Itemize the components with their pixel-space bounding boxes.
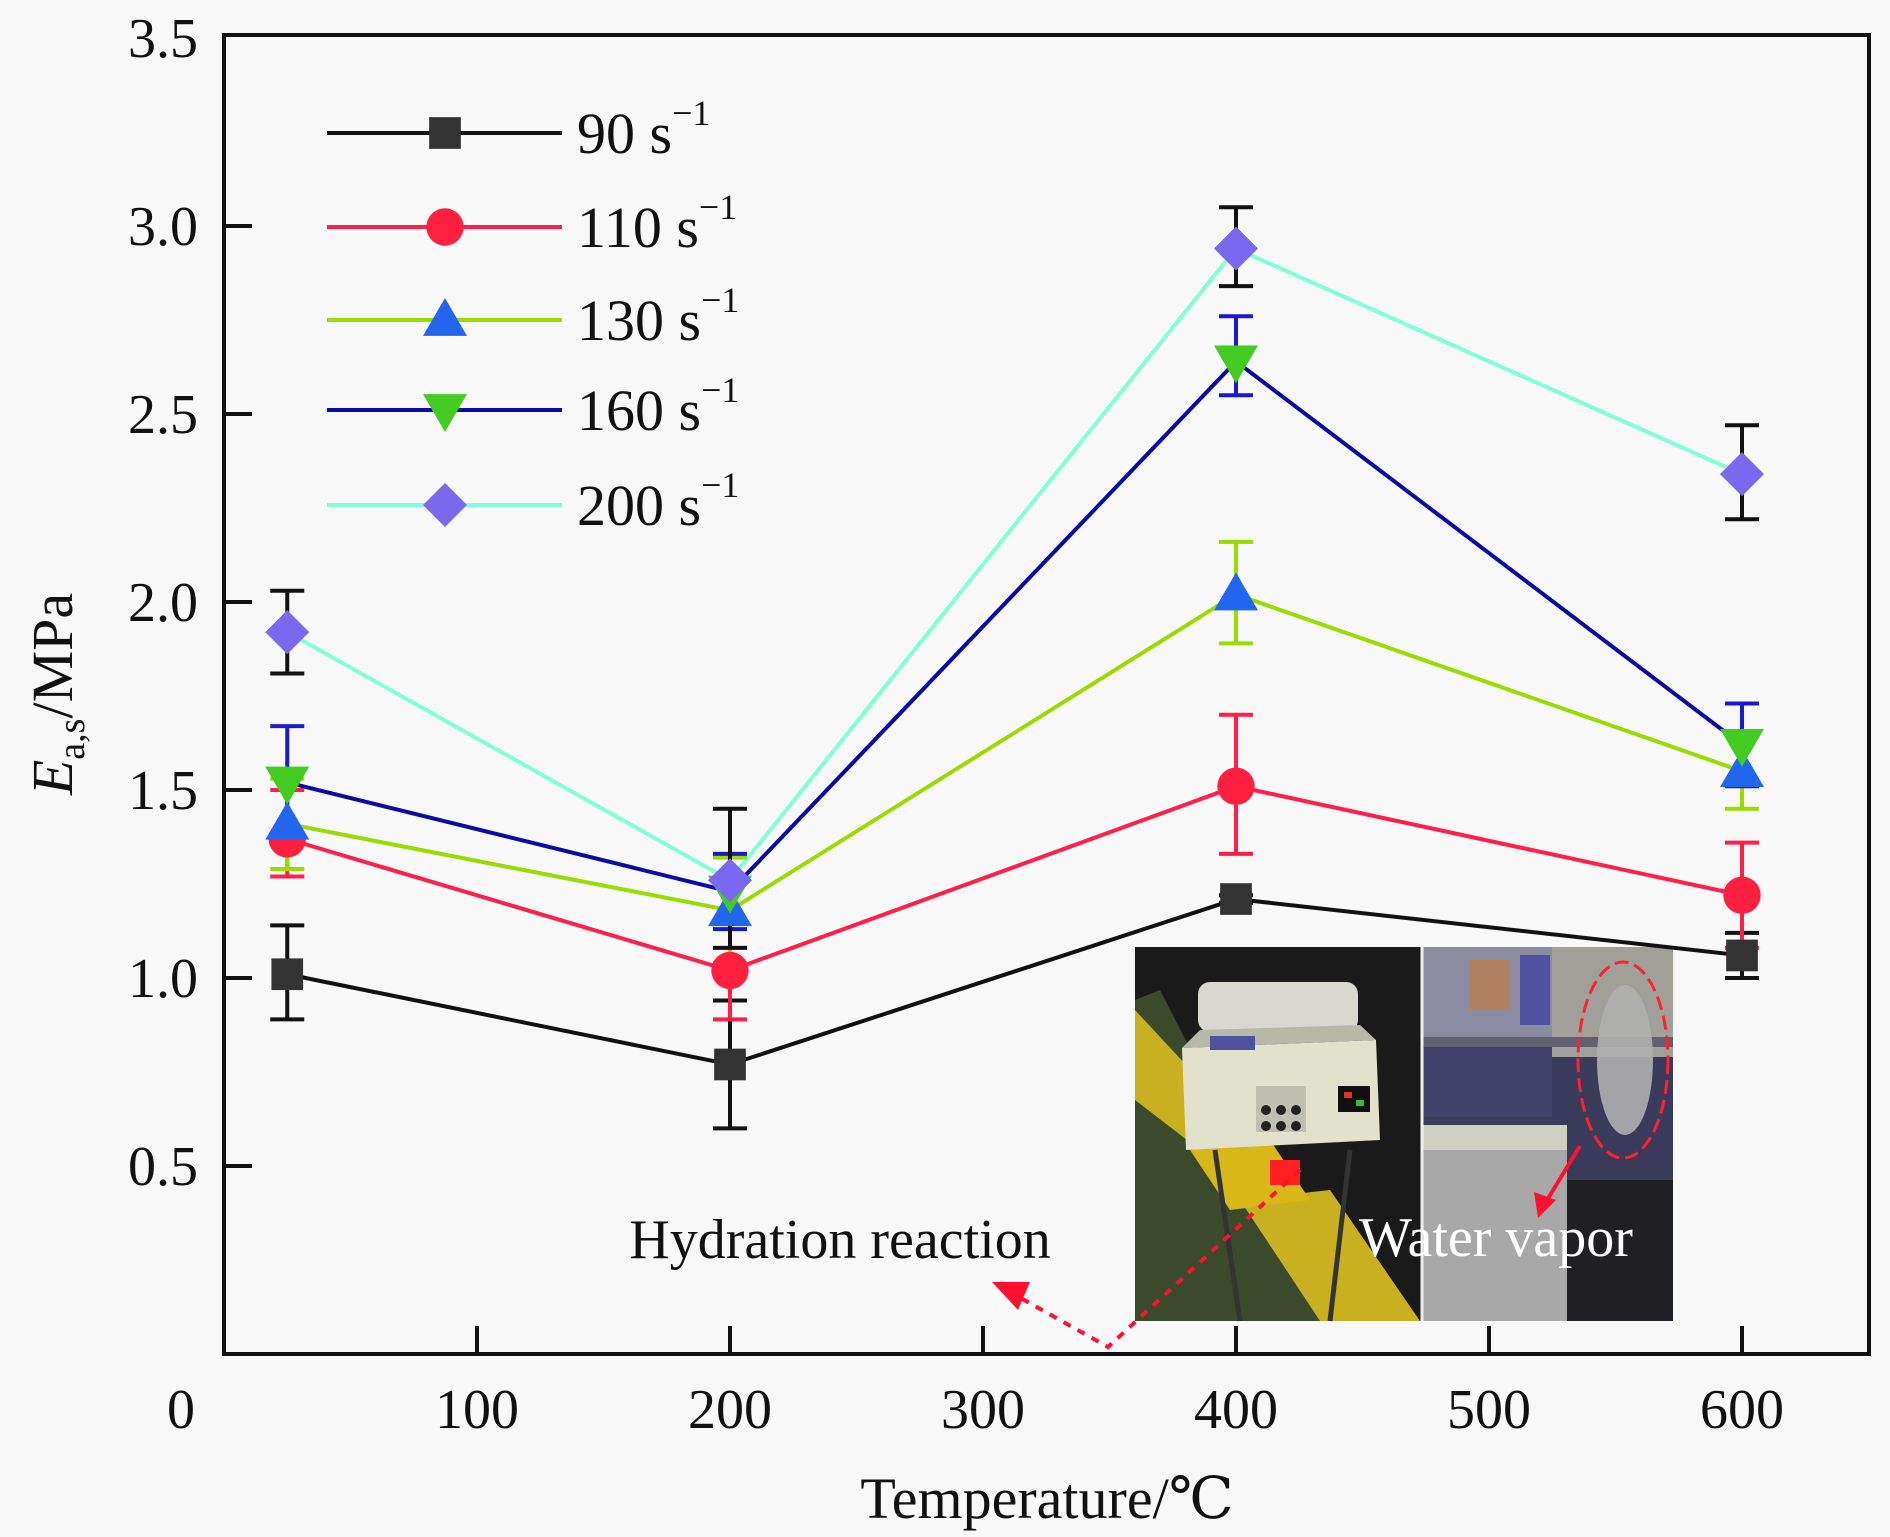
data-point-square [271,958,304,991]
legend-label-text: 200 s [577,473,701,538]
legend-label: 110 s−1 [577,187,737,260]
data-point-triangle-down [265,766,310,805]
data-point-circle [1723,876,1761,914]
series-line-0 [286,897,1743,1067]
y-axis-title: Ea,s/MPa [20,593,93,796]
inset-photo [1135,947,1673,1322]
legend-label-text: 90 s [577,101,672,166]
legend-item: 110 s−1 [327,187,737,260]
x-tick-label: 500 [1447,1379,1531,1441]
y-tick-label: 0.5 [128,1136,198,1198]
x-tick-label: 600 [1700,1379,1784,1441]
svg-text:Ea,s/MPa: Ea,s/MPa [20,593,93,796]
y-tick-label: 1.0 [128,948,198,1010]
data-point-triangle-up [1720,749,1764,788]
series-line-4 [286,246,1743,883]
series-lines [286,246,1744,1067]
hydration-arrow-line [1009,1168,1302,1350]
y-axis-title-symbol: E [20,760,85,796]
legend-label-text: 130 s [577,288,701,353]
legend-label-text: 160 s [577,378,701,443]
series-line-2 [286,592,1743,913]
data-point-triangle-up [265,801,310,840]
y-tick-label: 2.0 [128,572,198,634]
inset-photo-right [1422,947,1673,1321]
x-tick-label: 200 [688,1379,772,1441]
y-axis-ticks: 0.5 1.0 1.5 2.0 2.5 3.0 3.5 [128,8,252,1198]
plot-frame [222,33,1871,1356]
series-line-3 [286,358,1744,894]
origin-tick-label: 0 [167,1379,195,1441]
x-tick-label: 400 [1194,1379,1278,1441]
data-point-diamond [265,610,310,655]
legend-label: 90 s−1 [577,93,710,166]
data-point-square [1726,939,1758,972]
legend-label: 200 s−1 [577,465,739,538]
legend-marker-triangle-down [423,394,467,432]
data-point-circle [1217,767,1255,805]
data-point-circle [711,951,749,990]
data-point-diamond [708,858,752,903]
inset-photo-left [1135,947,1422,1322]
annotation-hydration-reaction: Hydration reaction [629,1209,1050,1271]
legend-marker-triangle-up [423,298,467,336]
legend-label-text: 110 s [577,195,699,260]
legend-item: 130 s−1 [327,280,739,353]
y-tick-label: 3.5 [128,8,198,70]
y-tick-label: 2.5 [128,384,198,446]
data-point-diamond [1214,226,1258,271]
data-point-square [714,1048,746,1081]
data-point-square [1220,883,1252,915]
series-markers [265,226,1764,1081]
y-tick-label: 3.0 [128,196,198,258]
legend-label-superscript: −1 [701,465,739,505]
annotation-water-vapor: Water vapor [1359,1207,1633,1269]
data-point-triangle-up [1214,572,1258,611]
y-axis-title-subscript: a,s [51,719,93,760]
data-point-triangle-down [1720,729,1764,767]
legend-label: 130 s−1 [577,280,739,353]
legend-item: 90 s−1 [327,93,710,166]
data-point-triangle-down [1214,345,1258,384]
data-point-diamond [1720,452,1764,497]
legend-marker-square [429,117,461,149]
hydration-arrow [992,1168,1302,1350]
x-tick-label: 100 [435,1379,519,1441]
legend-marker-diamond [423,483,467,527]
legend-label: 160 s−1 [577,370,739,443]
legend-label-superscript: −1 [701,280,739,320]
legend-marker-circle [426,208,464,246]
y-axis-title-unit: /MPa [20,593,85,719]
legend-item: 200 s−1 [327,465,739,538]
x-axis-title: Temperature/℃ [860,1466,1233,1531]
hydration-arrowhead-icon [992,1282,1030,1310]
legend-label-superscript: −1 [701,370,739,410]
legend-item: 160 s−1 [327,370,739,443]
legend-label-superscript: −1 [699,187,737,227]
x-tick-label: 300 [941,1379,1025,1441]
series-line-1 [286,784,1743,973]
legend-label-superscript: −1 [672,93,710,133]
x-axis-ticks: 100 200 300 400 500 600 [435,1326,1784,1441]
y-tick-label: 1.5 [128,760,198,822]
